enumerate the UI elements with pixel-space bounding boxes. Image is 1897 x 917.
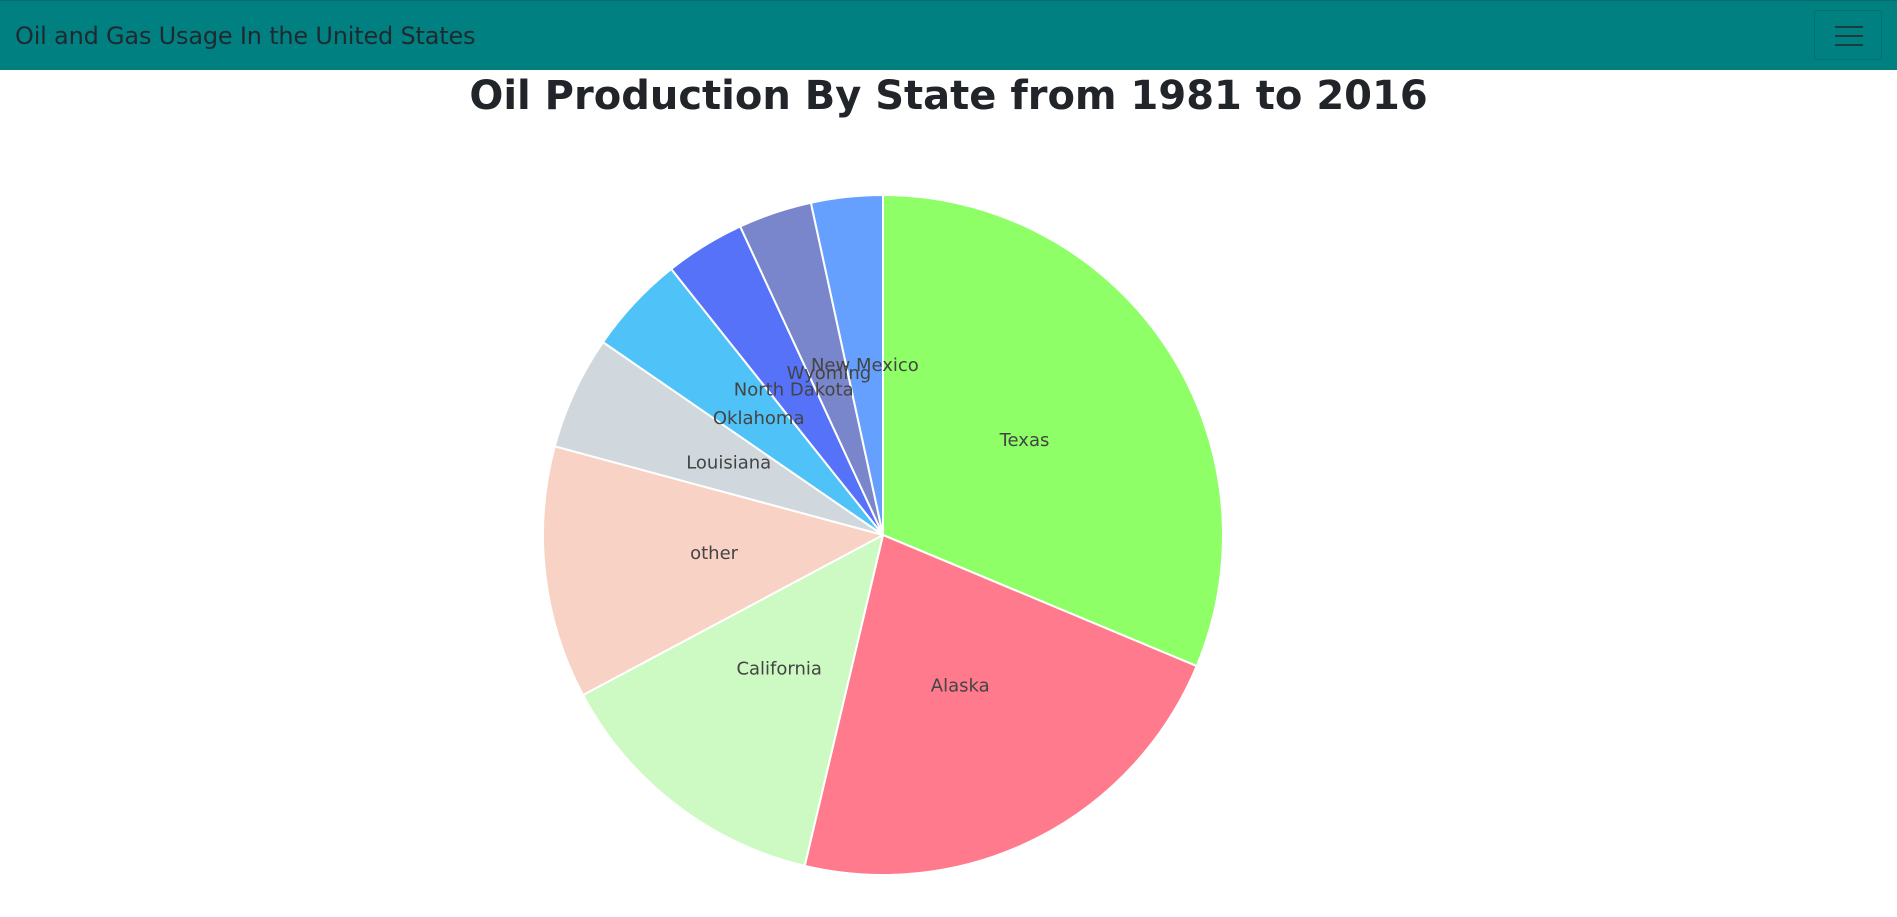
pie-slice-label: New Mexico <box>811 355 919 376</box>
pie-slice-label: Wyoming <box>787 363 872 384</box>
pie-slice-label: other <box>690 543 739 564</box>
pie-slice-alaska[interactable] <box>803 534 1198 876</box>
hamburger-bar <box>1835 44 1863 46</box>
top-navbar: Oil and Gas Usage In the United States <box>0 0 1897 70</box>
pie-slice-label: Oklahoma <box>713 408 805 429</box>
navbar-brand[interactable]: Oil and Gas Usage In the United States <box>15 22 476 50</box>
pie-slice-label: Louisiana <box>686 453 771 474</box>
pie-slice-label: North Dakota <box>734 379 854 400</box>
pie-slice-label: Texas <box>999 430 1050 451</box>
hamburger-bar <box>1835 26 1863 28</box>
pie-slice-other[interactable] <box>541 445 884 697</box>
hamburger-menu-icon[interactable] <box>1814 10 1882 60</box>
chart-title: Oil Production By State from 1981 to 201… <box>469 73 1428 119</box>
pie-slice-label: California <box>736 659 821 680</box>
pie-slice-california[interactable] <box>582 534 884 867</box>
hamburger-bar <box>1835 35 1863 37</box>
pie-slice-new-mexico[interactable] <box>809 194 884 536</box>
pie-slice-texas[interactable] <box>882 194 1224 668</box>
pie-slice-label: Alaska <box>931 676 990 697</box>
